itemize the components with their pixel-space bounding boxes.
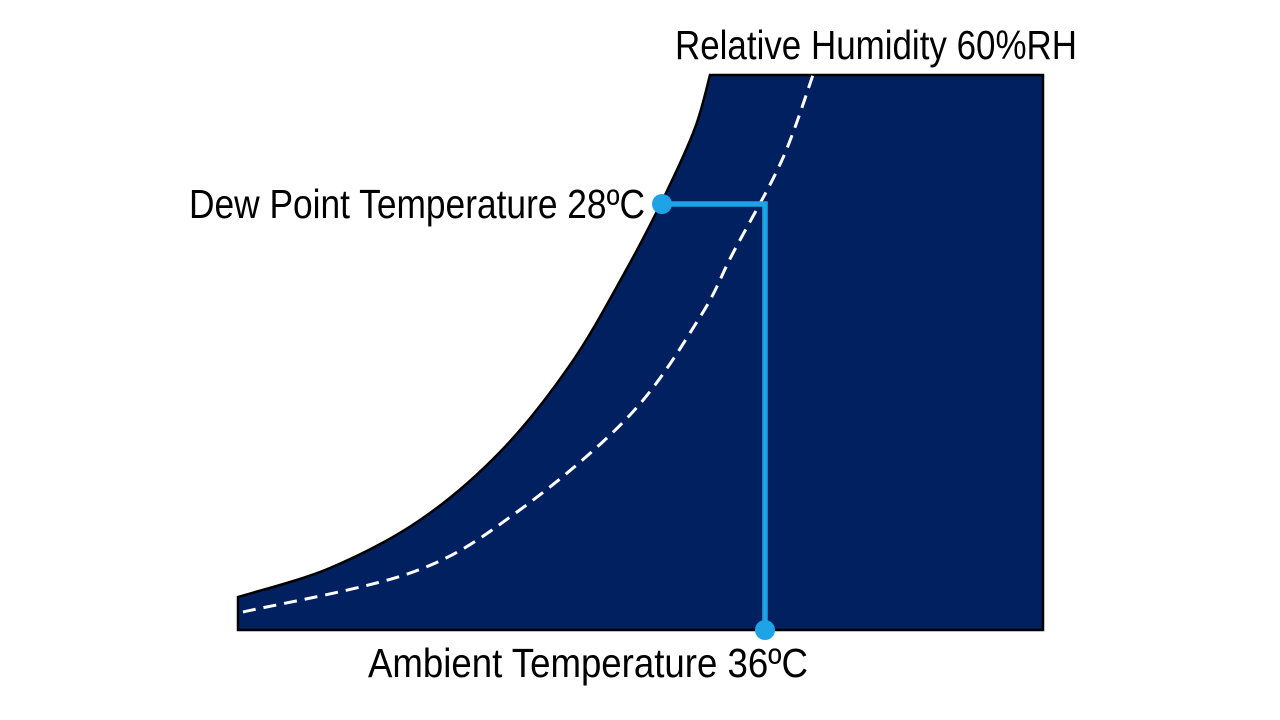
dew-point-label: Dew Point Temperature 28ºC (189, 181, 645, 227)
chart-title: Relative Humidity 60%RH (675, 22, 1077, 68)
measurement-connector (662, 201, 768, 630)
dew-point-marker (652, 194, 672, 214)
saturation-region (236, 73, 1045, 632)
ambient-marker (755, 620, 775, 640)
rh-60-curve (242, 74, 815, 614)
ambient-label: Ambient Temperature 36ºC (368, 640, 808, 686)
